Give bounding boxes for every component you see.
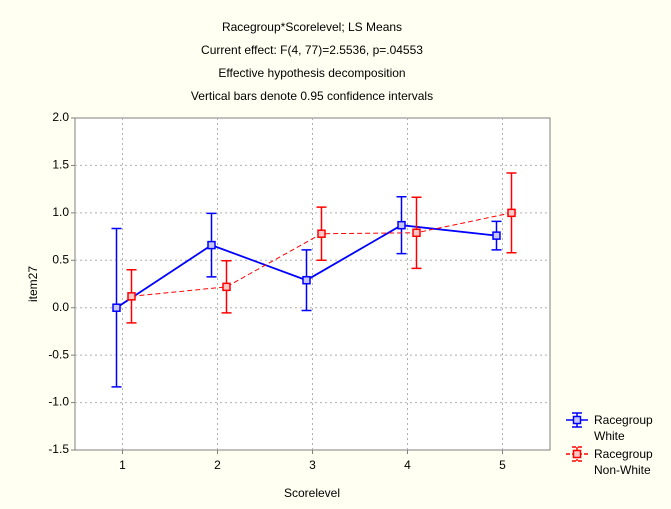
x-tick-label: 4 <box>404 458 411 472</box>
marker <box>412 228 421 238</box>
y-tick-label: -0.5 <box>48 347 69 361</box>
marker <box>397 220 406 230</box>
marker <box>492 231 501 240</box>
chart-subtitle: Vertical bars denote 0.95 confidence int… <box>191 89 433 103</box>
legend-marker <box>572 449 582 459</box>
chart-title: Racegroup*Scorelevel; LS Means <box>222 20 402 34</box>
y-tick-label: -1.0 <box>48 395 69 409</box>
y-tick-label: 0.0 <box>52 300 69 314</box>
marker <box>127 292 136 301</box>
marker <box>112 303 121 312</box>
marker <box>507 208 516 218</box>
y-tick-label: 1.5 <box>52 158 69 172</box>
y-tick-label: -1.5 <box>48 442 69 456</box>
legend-label: Racegroup Non-White <box>594 447 653 477</box>
x-axis-label: Scorelevel <box>284 486 340 500</box>
x-tick-label: 3 <box>309 458 316 472</box>
y-tick-label: 1.0 <box>52 205 69 219</box>
chart-subtitle: Effective hypothesis decomposition <box>218 66 405 80</box>
x-tick-label: 5 <box>499 458 506 472</box>
legend-marker <box>572 415 582 425</box>
chart-subtitle: Current effect: F(4, 77)=2.5536, p=.0455… <box>201 43 423 57</box>
y-tick-label: 0.5 <box>52 252 69 266</box>
legend-label: Racegroup White <box>594 413 653 443</box>
x-tick-label: 1 <box>119 458 126 472</box>
y-tick-label: 2.0 <box>52 110 69 124</box>
marker <box>207 240 216 250</box>
marker <box>317 229 326 238</box>
x-tick-label: 2 <box>214 458 221 472</box>
marker <box>302 275 311 285</box>
marker <box>222 282 231 292</box>
y-axis-label: item27 <box>26 266 40 302</box>
